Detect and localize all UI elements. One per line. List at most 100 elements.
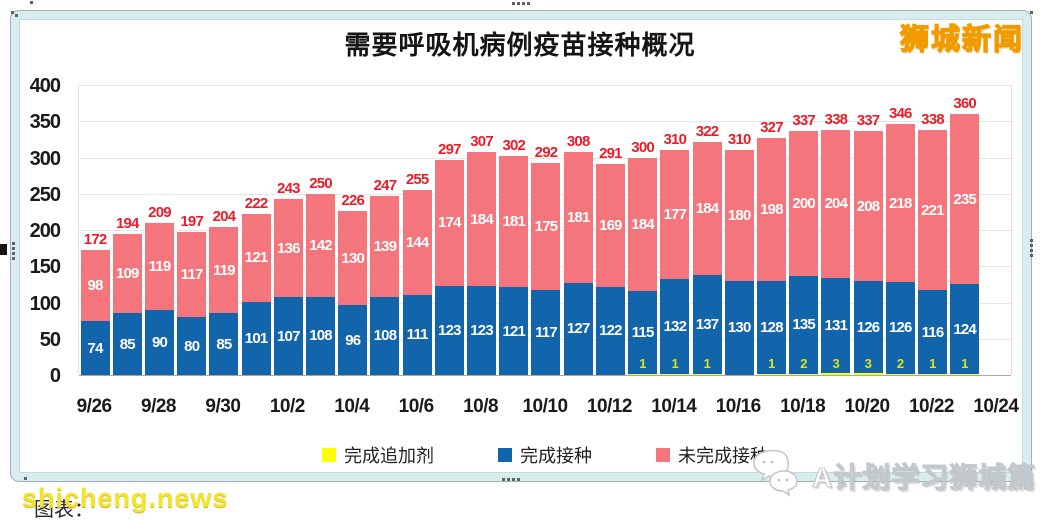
segment-fully-vaccinated[interactable] bbox=[177, 317, 207, 375]
segment-booster[interactable] bbox=[628, 374, 658, 375]
stacked-bar[interactable]: 137 184 1 322 bbox=[692, 123, 722, 375]
segment-fully-vaccinated[interactable] bbox=[917, 290, 947, 375]
stacked-bar[interactable]: 96 130 226 bbox=[338, 192, 368, 375]
stacked-bar[interactable]: 85 119 204 bbox=[209, 208, 239, 375]
segment-not-fully-vaccinated[interactable] bbox=[692, 141, 722, 275]
resize-handle-dot[interactable] bbox=[1030, 239, 1033, 242]
stacked-bar[interactable]: 74 98 172 bbox=[80, 231, 110, 375]
resize-handle-dot[interactable] bbox=[30, 1, 33, 4]
stacked-bar[interactable]: 108 139 247 bbox=[370, 177, 400, 375]
resize-handle-dot[interactable] bbox=[12, 257, 15, 260]
segment-not-fully-vaccinated[interactable] bbox=[756, 137, 786, 282]
resize-handle-dot[interactable] bbox=[502, 478, 505, 481]
segment-fully-vaccinated[interactable] bbox=[209, 313, 239, 375]
stacked-bar[interactable]: 132 177 1 310 bbox=[660, 131, 690, 375]
resize-handle-dot[interactable] bbox=[512, 478, 515, 481]
segment-fully-vaccinated[interactable] bbox=[789, 275, 819, 374]
stacked-bar[interactable]: 130 180 310 bbox=[724, 131, 754, 375]
stacked-bar[interactable]: 80 117 197 bbox=[177, 213, 207, 375]
segment-not-fully-vaccinated[interactable] bbox=[821, 129, 851, 278]
stacked-bar[interactable]: 124 235 1 360 bbox=[950, 95, 980, 375]
segment-not-fully-vaccinated[interactable] bbox=[434, 159, 464, 286]
segment-booster[interactable] bbox=[853, 372, 883, 375]
stacked-bar[interactable]: 127 181 308 bbox=[563, 133, 593, 375]
segment-fully-vaccinated[interactable] bbox=[821, 277, 851, 373]
stacked-bar[interactable]: 123 184 307 bbox=[467, 133, 497, 375]
segment-booster[interactable] bbox=[660, 374, 690, 375]
resize-handle-dot[interactable] bbox=[1030, 249, 1033, 252]
segment-booster[interactable] bbox=[756, 374, 786, 375]
segment-booster[interactable] bbox=[692, 374, 722, 375]
resize-handle-dot[interactable] bbox=[517, 478, 520, 481]
resize-handle-dot[interactable] bbox=[12, 252, 15, 255]
resize-handle-dot[interactable] bbox=[24, 477, 27, 480]
resize-handle-dot[interactable] bbox=[15, 14, 18, 17]
segment-fully-vaccinated[interactable] bbox=[692, 274, 722, 375]
segment-not-fully-vaccinated[interactable] bbox=[370, 195, 400, 297]
stacked-bar[interactable]: 122 169 291 bbox=[595, 145, 625, 375]
stacked-bar[interactable]: 115 184 1 300 bbox=[628, 139, 658, 375]
stacked-bar[interactable]: 135 200 2 337 bbox=[789, 112, 819, 375]
segment-not-fully-vaccinated[interactable] bbox=[628, 157, 658, 291]
segment-not-fully-vaccinated[interactable] bbox=[789, 130, 819, 276]
segment-fully-vaccinated[interactable] bbox=[80, 321, 110, 375]
segment-booster[interactable] bbox=[917, 374, 947, 375]
segment-not-fully-vaccinated[interactable] bbox=[273, 198, 303, 298]
segment-not-fully-vaccinated[interactable] bbox=[563, 151, 593, 283]
segment-not-fully-vaccinated[interactable] bbox=[853, 130, 883, 282]
segment-fully-vaccinated[interactable] bbox=[112, 313, 142, 375]
stacked-bar[interactable]: 108 142 250 bbox=[306, 175, 336, 375]
segment-fully-vaccinated[interactable] bbox=[338, 305, 368, 375]
segment-not-fully-vaccinated[interactable] bbox=[467, 152, 497, 286]
segment-not-fully-vaccinated[interactable] bbox=[177, 232, 207, 317]
segment-booster[interactable] bbox=[950, 374, 980, 375]
segment-fully-vaccinated[interactable] bbox=[306, 296, 336, 375]
segment-fully-vaccinated[interactable] bbox=[241, 301, 271, 375]
segment-fully-vaccinated[interactable] bbox=[370, 296, 400, 375]
segment-not-fully-vaccinated[interactable] bbox=[306, 193, 336, 297]
segment-fully-vaccinated[interactable] bbox=[950, 284, 980, 375]
resize-handle-dot[interactable] bbox=[12, 247, 15, 250]
segment-booster[interactable] bbox=[885, 373, 915, 375]
segment-not-fully-vaccinated[interactable] bbox=[209, 227, 239, 314]
segment-booster[interactable] bbox=[821, 372, 851, 375]
segment-fully-vaccinated[interactable] bbox=[434, 285, 464, 375]
segment-fully-vaccinated[interactable] bbox=[467, 285, 497, 375]
segment-fully-vaccinated[interactable] bbox=[628, 290, 658, 375]
stacked-bar[interactable]: 116 221 1 338 bbox=[917, 111, 947, 375]
stacked-bar[interactable]: 121 181 302 bbox=[499, 137, 529, 375]
segment-not-fully-vaccinated[interactable] bbox=[499, 156, 529, 288]
segment-not-fully-vaccinated[interactable] bbox=[885, 124, 915, 283]
segment-fully-vaccinated[interactable] bbox=[145, 309, 174, 375]
resize-handle-dot[interactable] bbox=[1030, 244, 1033, 247]
stacked-bar[interactable]: 117 175 292 bbox=[531, 144, 561, 375]
resize-handle-dot[interactable] bbox=[1030, 254, 1033, 257]
segment-not-fully-vaccinated[interactable] bbox=[595, 164, 625, 287]
segment-not-fully-vaccinated[interactable] bbox=[80, 250, 110, 322]
stacked-bar[interactable]: 128 198 1 327 bbox=[756, 119, 786, 375]
segment-fully-vaccinated[interactable] bbox=[499, 287, 529, 375]
resize-handle-dot[interactable] bbox=[522, 2, 525, 5]
segment-not-fully-vaccinated[interactable] bbox=[112, 234, 142, 314]
stacked-bar[interactable]: 107 136 243 bbox=[273, 180, 303, 375]
segment-fully-vaccinated[interactable] bbox=[273, 297, 303, 375]
resize-handle-dot[interactable] bbox=[1030, 11, 1033, 14]
resize-handle-dot[interactable] bbox=[11, 11, 14, 14]
segment-not-fully-vaccinated[interactable] bbox=[338, 211, 368, 306]
stacked-bar[interactable]: 126 218 2 346 bbox=[885, 105, 915, 375]
resize-handle-dot[interactable] bbox=[527, 2, 530, 5]
stacked-bar[interactable]: 85 109 194 bbox=[112, 215, 142, 375]
segment-fully-vaccinated[interactable] bbox=[885, 282, 915, 374]
resize-handle-dot[interactable] bbox=[12, 242, 15, 245]
segment-not-fully-vaccinated[interactable] bbox=[145, 223, 174, 310]
resize-handle-dot[interactable] bbox=[1026, 475, 1029, 478]
segment-fully-vaccinated[interactable] bbox=[402, 294, 432, 375]
segment-fully-vaccinated[interactable] bbox=[660, 278, 690, 375]
segment-fully-vaccinated[interactable] bbox=[563, 282, 593, 375]
stacked-bar[interactable]: 111 144 255 bbox=[402, 171, 432, 375]
segment-not-fully-vaccinated[interactable] bbox=[724, 150, 754, 281]
segment-fully-vaccinated[interactable] bbox=[756, 281, 786, 375]
resize-handle-dot[interactable] bbox=[507, 478, 510, 481]
stacked-bar[interactable]: 90 119 209 bbox=[145, 204, 174, 375]
stacked-bar[interactable]: 131 204 3 338 bbox=[821, 111, 851, 375]
